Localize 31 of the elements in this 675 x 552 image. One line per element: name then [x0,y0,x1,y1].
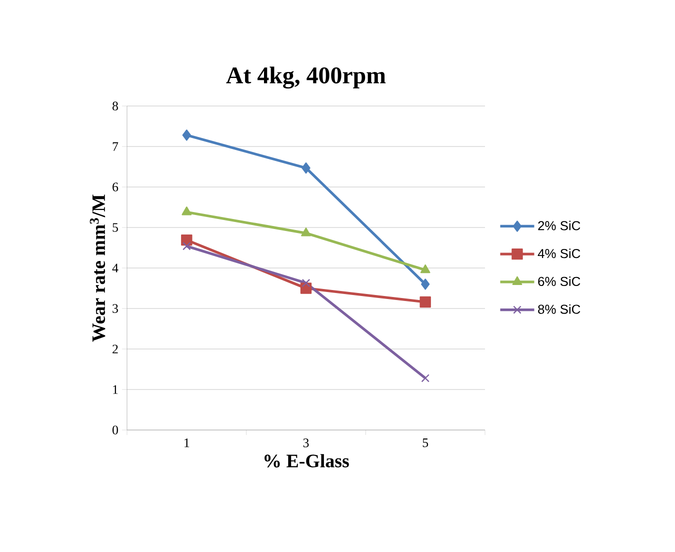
x-axis-title: % E-Glass [264,454,349,468]
point [300,282,312,294]
point [182,206,192,216]
y-tick-label: 3 [112,304,118,313]
y-tick-label: 1 [113,385,118,394]
legend-label: 4% SiC [538,248,580,258]
chart-title: At 4kg, 400rpm [226,66,386,89]
legend-label: 2% SiC [538,220,580,230]
y-tick-label: 8 [112,102,118,110]
point [182,242,191,250]
x-tick-label: 1 [184,438,190,448]
point [420,296,431,308]
x-tick-label: 5 [422,438,428,448]
point [181,234,192,246]
point [302,278,310,288]
point [421,374,430,382]
y-tick-label: 0 [112,426,118,434]
y-tick-label: 6 [112,182,118,192]
y-tick-label: 2 [112,344,118,354]
legend-label: 8% SiC [538,304,580,314]
y-axis-title: Wear rate mm$^{3}$/M [90,194,106,342]
legend-label: 6% SiC [538,276,580,286]
y-tick-label: 7 [112,142,118,151]
y-tick-label: 4 [112,264,118,272]
point [420,264,430,274]
point [420,278,430,290]
x-tick-label: 3 [303,438,309,448]
point [302,162,310,174]
point [182,130,192,141]
y-tick-label: 5 [112,223,118,232]
point [301,228,311,236]
